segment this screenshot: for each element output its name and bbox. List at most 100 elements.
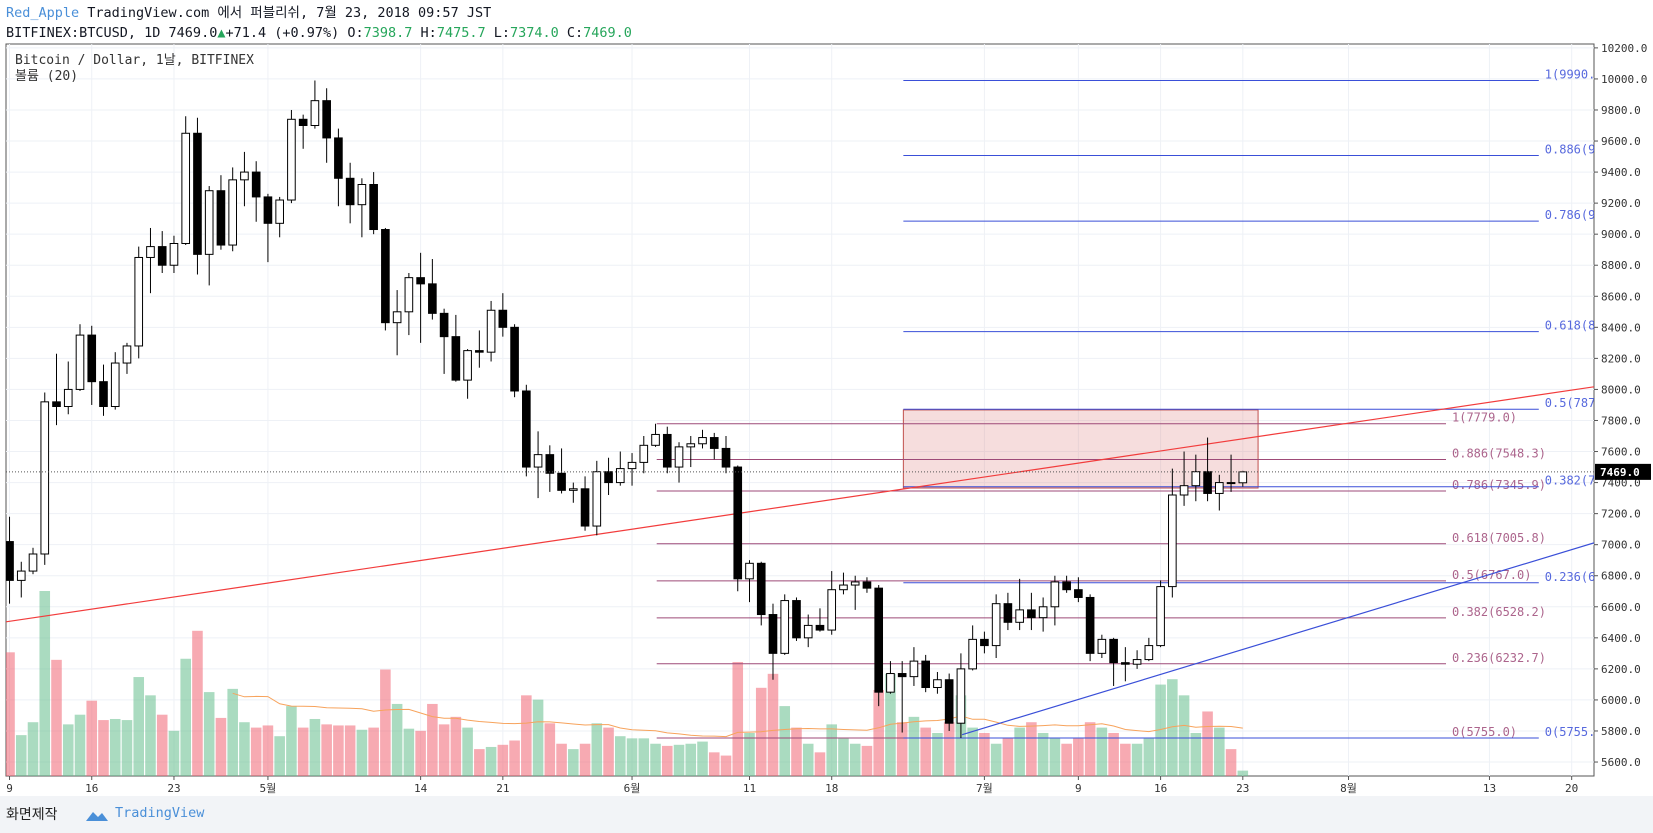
candle-body	[674, 446, 684, 468]
volume-bar	[744, 732, 755, 776]
volume-bar	[250, 727, 262, 776]
candle-body	[345, 177, 355, 206]
candle-body	[251, 171, 261, 198]
candle-body	[99, 381, 108, 408]
fib-label: 0.5(6767.0)	[1452, 568, 1531, 582]
candle-body	[1097, 638, 1107, 654]
candle-body	[698, 437, 707, 445]
volume-bar	[896, 722, 908, 776]
candle-body	[533, 454, 543, 468]
candle-body	[1109, 638, 1118, 664]
candle-body	[357, 184, 367, 206]
volume-bar	[1167, 679, 1178, 776]
header-part: 7469.0	[583, 25, 632, 41]
x-tick-label: 23	[167, 782, 180, 795]
candle-body	[16, 570, 26, 581]
volume-bar	[838, 738, 849, 776]
volume-bar	[720, 755, 732, 776]
x-tick-label: 21	[496, 782, 509, 795]
volume-bar	[1190, 732, 1202, 776]
fib-label: 0.618(7005.8)	[1452, 531, 1546, 545]
candle-body	[850, 581, 860, 586]
candle-body	[1003, 603, 1013, 623]
candle-body	[1238, 471, 1248, 484]
volume-bar	[920, 727, 931, 776]
volume-bar	[615, 736, 626, 776]
y-tick-label: 10200.0	[1601, 42, 1647, 55]
fib-label: 0.5(787	[1545, 396, 1596, 410]
volume-bar	[39, 591, 51, 776]
volume-bar	[86, 700, 98, 776]
candle-body	[298, 118, 308, 127]
candle-body	[1015, 609, 1024, 623]
volume-bar	[673, 744, 685, 776]
candle-body	[592, 471, 602, 527]
volume-bar	[333, 725, 344, 776]
volume-bar	[1084, 722, 1096, 776]
volume-bar	[309, 718, 321, 776]
candle-body	[228, 179, 238, 246]
y-tick-label: 7800.0	[1601, 414, 1641, 427]
plot-frame	[5, 43, 1595, 777]
fib-label: 0.236(6232.7)	[1452, 651, 1546, 665]
fib-label: 0.236(6	[1545, 570, 1596, 584]
candle-body	[193, 132, 202, 255]
candle-body	[1050, 581, 1060, 608]
candle-body	[1062, 581, 1071, 591]
x-tick-label: 5월	[260, 782, 277, 795]
volume-bar	[74, 714, 86, 776]
candle-body	[63, 388, 73, 408]
y-tick-label: 9000.0	[1601, 228, 1641, 241]
volume-bar	[391, 703, 403, 776]
volume-bar	[556, 743, 567, 776]
fib-label: 0.618(8	[1545, 319, 1596, 333]
volume-bar	[274, 736, 285, 776]
volume-bar	[1202, 711, 1213, 776]
volume-bar	[990, 743, 1002, 776]
volume-bar	[509, 740, 520, 776]
candle-body	[886, 673, 895, 693]
volume-bar	[485, 746, 497, 776]
volume-bar	[661, 745, 673, 776]
x-tick-label: 11	[743, 782, 756, 795]
fib-label: 0.886(7548.3)	[1452, 447, 1546, 461]
candle-body	[639, 444, 649, 463]
volume-bar	[133, 677, 145, 776]
candle-body	[909, 660, 919, 678]
volume-bar	[908, 716, 920, 776]
volume-bar	[967, 727, 978, 776]
volume-bar	[1108, 732, 1119, 776]
volume-bar	[344, 725, 356, 776]
y-tick-label: 7200.0	[1601, 508, 1641, 521]
volume-bar	[1073, 738, 1084, 776]
volume-bar	[544, 723, 556, 776]
volume-bar	[791, 727, 802, 776]
candle-body	[1156, 586, 1165, 647]
candle-body	[780, 600, 790, 654]
y-tick-label: 9400.0	[1601, 166, 1641, 179]
volume-bar	[826, 724, 837, 776]
candle-body	[87, 334, 97, 383]
fib-label: 0(5755.	[1545, 725, 1596, 739]
y-tick-label: 6800.0	[1601, 570, 1641, 583]
candle-body	[1074, 589, 1083, 598]
volume-bar	[849, 743, 861, 776]
candle-body	[475, 350, 484, 353]
candle-body	[240, 171, 249, 181]
candle-body	[416, 277, 425, 285]
candle-body	[1027, 609, 1036, 619]
legend-volume: 볼륨 (20)	[15, 69, 78, 84]
volume-bar	[1214, 727, 1225, 776]
x-tick-label: 16	[1154, 782, 1167, 795]
x-tick-label: 7월	[976, 782, 993, 795]
header-part: 7398.7	[363, 25, 413, 41]
fib-label: 0(5755.0)	[1452, 725, 1517, 739]
candle-body	[381, 229, 390, 324]
candle-body	[991, 603, 1001, 647]
volume-bar	[650, 743, 661, 776]
candle-body	[310, 100, 320, 127]
volume-bar	[861, 745, 873, 776]
candle-body	[122, 345, 132, 364]
volume-bar	[521, 695, 532, 776]
y-tick-label: 6400.0	[1601, 632, 1641, 645]
